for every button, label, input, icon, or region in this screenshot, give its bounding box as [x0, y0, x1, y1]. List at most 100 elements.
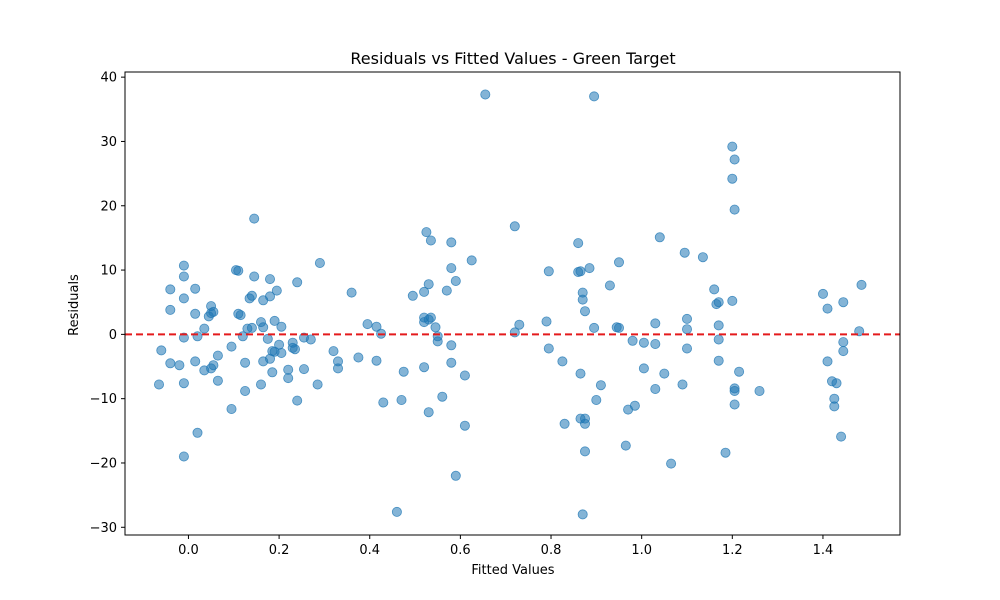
data-point	[312, 379, 323, 390]
data-point	[246, 322, 257, 333]
data-point	[450, 275, 461, 286]
data-point	[174, 360, 185, 371]
data-point	[557, 356, 568, 367]
points-layer	[153, 89, 867, 520]
y-tick-label: 0	[109, 328, 117, 343]
data-point	[262, 333, 273, 344]
data-point	[192, 331, 203, 342]
data-point	[289, 344, 300, 355]
data-point	[650, 383, 661, 394]
data-point	[682, 343, 693, 354]
data-point	[165, 358, 176, 369]
data-point	[838, 346, 849, 357]
data-point	[255, 379, 266, 390]
data-point	[423, 407, 434, 418]
data-point	[831, 378, 842, 389]
x-axis-ticks: 0.0 0.2 0.4 0.6 0.8 1.0 1.2 1.4	[178, 535, 833, 558]
data-point	[446, 340, 457, 351]
data-point	[836, 431, 847, 442]
data-point	[584, 263, 595, 274]
data-point	[190, 308, 201, 319]
data-point	[264, 291, 275, 302]
data-point	[480, 89, 491, 100]
data-point	[371, 355, 382, 366]
data-point	[659, 368, 670, 379]
data-point	[432, 336, 443, 347]
data-point	[729, 385, 740, 396]
y-tick-label: 40	[100, 71, 117, 86]
data-point	[727, 295, 738, 306]
data-point	[178, 271, 189, 282]
data-point	[249, 271, 260, 282]
data-point	[264, 274, 275, 285]
data-point	[514, 319, 525, 330]
data-point	[208, 360, 219, 371]
data-point	[697, 252, 708, 263]
data-point	[614, 322, 625, 333]
data-point	[425, 312, 436, 323]
data-point	[419, 286, 430, 297]
data-point	[258, 322, 269, 333]
data-point	[729, 399, 740, 410]
data-point	[627, 335, 638, 346]
data-point	[713, 355, 724, 366]
data-point	[292, 395, 303, 406]
data-point	[822, 356, 833, 367]
data-point	[589, 322, 600, 333]
data-point	[575, 368, 586, 379]
data-point	[178, 260, 189, 271]
chart-title: Residuals vs Fitted Values - Green Targe…	[350, 49, 675, 68]
data-point	[822, 303, 833, 314]
data-point	[283, 373, 294, 384]
data-point	[441, 285, 452, 296]
data-point	[720, 447, 731, 458]
data-point	[305, 334, 316, 345]
x-tick-label: 1.2	[722, 543, 743, 558]
data-point	[580, 413, 591, 424]
data-point	[654, 232, 665, 243]
data-point	[559, 418, 570, 429]
data-point	[577, 294, 588, 305]
data-point	[208, 306, 219, 317]
data-point	[650, 318, 661, 329]
data-point	[727, 173, 738, 184]
data-point	[838, 337, 849, 348]
data-point	[178, 293, 189, 304]
data-point	[190, 283, 201, 294]
data-point	[459, 370, 470, 381]
data-point	[283, 364, 294, 375]
x-tick-label: 0.4	[359, 543, 380, 558]
data-point	[541, 316, 552, 327]
data-point	[713, 334, 724, 345]
y-tick-label: −20	[90, 456, 117, 471]
data-point	[829, 401, 840, 412]
data-point	[178, 451, 189, 462]
x-tick-label: 1.0	[631, 543, 652, 558]
x-tick-label: 0.0	[178, 543, 199, 558]
data-point	[543, 266, 554, 277]
data-point	[666, 458, 677, 469]
data-point	[729, 204, 740, 215]
data-point	[391, 506, 402, 517]
data-point	[328, 346, 339, 357]
data-point	[362, 319, 373, 330]
x-tick-label: 0.6	[450, 543, 471, 558]
data-point	[838, 297, 849, 308]
data-point	[267, 367, 278, 378]
data-point	[734, 366, 745, 377]
data-point	[754, 385, 765, 396]
data-point	[276, 347, 287, 358]
data-point	[638, 363, 649, 374]
x-tick-label: 0.8	[541, 543, 562, 558]
data-point	[276, 321, 287, 332]
data-point	[614, 257, 625, 268]
data-point	[233, 265, 244, 276]
data-point	[246, 290, 257, 301]
data-point	[430, 322, 441, 333]
data-point	[577, 509, 588, 520]
data-point	[314, 257, 325, 268]
data-point	[212, 350, 223, 361]
data-point	[153, 379, 164, 390]
data-point	[240, 357, 251, 368]
